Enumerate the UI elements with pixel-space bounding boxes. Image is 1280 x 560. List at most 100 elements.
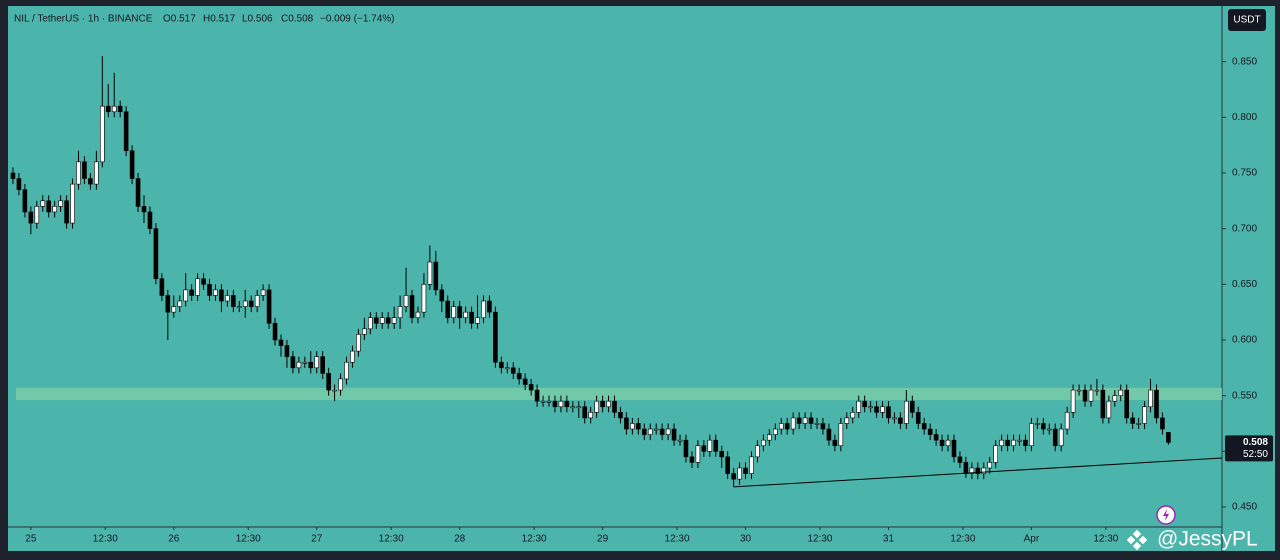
candle bbox=[1011, 434, 1016, 452]
candle bbox=[308, 351, 314, 374]
candle bbox=[683, 434, 689, 463]
candle bbox=[588, 406, 593, 424]
candle-body bbox=[40, 200, 46, 207]
candle-body bbox=[1118, 389, 1124, 396]
candle bbox=[487, 295, 492, 318]
candle bbox=[242, 289, 248, 318]
candle bbox=[105, 83, 111, 118]
candle bbox=[1023, 434, 1028, 452]
candle-body bbox=[111, 105, 117, 113]
candle bbox=[344, 356, 349, 385]
candle bbox=[1052, 423, 1058, 452]
candle bbox=[528, 378, 534, 396]
candle-body bbox=[409, 295, 415, 319]
candle-body bbox=[439, 289, 445, 302]
candle bbox=[1064, 406, 1070, 435]
candle-body bbox=[129, 150, 135, 179]
candle bbox=[630, 417, 635, 435]
candle-body bbox=[219, 289, 224, 302]
candle bbox=[362, 317, 367, 340]
candle-body bbox=[1076, 389, 1082, 392]
candle bbox=[207, 278, 212, 302]
candle-body bbox=[719, 450, 725, 458]
candle bbox=[219, 284, 224, 313]
candle bbox=[1035, 417, 1040, 430]
candle-body bbox=[344, 361, 349, 380]
candle-body bbox=[582, 406, 588, 419]
candle bbox=[737, 462, 742, 485]
candle bbox=[183, 273, 188, 307]
candle bbox=[987, 456, 993, 474]
candle bbox=[451, 301, 457, 324]
candle-body bbox=[52, 206, 57, 213]
candle bbox=[111, 72, 117, 118]
watermark: @JessyPL bbox=[1157, 528, 1258, 551]
candle bbox=[868, 401, 873, 413]
candle bbox=[469, 306, 474, 329]
candle-body bbox=[612, 400, 617, 413]
candle-body bbox=[266, 289, 272, 324]
ohlc-high: H0.517 bbox=[203, 14, 236, 25]
candle-body bbox=[123, 111, 129, 152]
candle bbox=[46, 195, 52, 218]
candle bbox=[332, 384, 337, 402]
candle-body bbox=[28, 211, 34, 224]
candle-body bbox=[290, 356, 296, 369]
candle-body bbox=[433, 261, 439, 291]
candle bbox=[653, 423, 659, 435]
candle bbox=[731, 467, 736, 487]
candle bbox=[624, 412, 629, 435]
candle-body bbox=[540, 400, 546, 403]
candle bbox=[540, 395, 546, 407]
candle-body bbox=[850, 412, 856, 419]
candle bbox=[82, 156, 87, 185]
candle-body bbox=[790, 417, 796, 430]
candle bbox=[1082, 384, 1088, 407]
candle bbox=[100, 56, 105, 168]
candle bbox=[1076, 384, 1082, 396]
x-tick-label: 12:30 bbox=[807, 534, 832, 545]
candle-body bbox=[516, 373, 522, 380]
candle bbox=[94, 150, 99, 190]
candle bbox=[1166, 432, 1171, 445]
candle-body bbox=[260, 289, 266, 296]
candle bbox=[695, 440, 701, 468]
candle-body bbox=[34, 206, 40, 224]
candle-body bbox=[105, 105, 111, 113]
candle-body bbox=[1166, 432, 1171, 443]
candle-body bbox=[22, 189, 28, 213]
candle-body bbox=[183, 289, 188, 302]
candle bbox=[516, 367, 522, 385]
candle bbox=[558, 395, 564, 413]
candle-body bbox=[987, 462, 993, 469]
candle-body bbox=[570, 406, 576, 409]
candle-body bbox=[457, 306, 462, 319]
candle-body bbox=[1112, 395, 1118, 402]
candle-body bbox=[862, 400, 867, 408]
candle bbox=[391, 306, 397, 329]
candle bbox=[1094, 378, 1100, 396]
candle bbox=[1130, 412, 1135, 430]
candle bbox=[505, 362, 510, 374]
candle bbox=[385, 312, 391, 329]
candle-body bbox=[493, 311, 498, 363]
candle bbox=[368, 312, 373, 335]
candle bbox=[427, 245, 433, 290]
candle-body bbox=[201, 278, 206, 285]
candle-body bbox=[534, 389, 540, 402]
candle-body bbox=[522, 378, 528, 385]
candle bbox=[677, 434, 683, 446]
candle bbox=[921, 417, 927, 435]
candle bbox=[1046, 423, 1052, 435]
candle bbox=[725, 451, 730, 480]
candle bbox=[421, 273, 427, 318]
candle bbox=[356, 328, 361, 357]
currency-label[interactable]: USDT bbox=[1233, 15, 1260, 26]
candle-body bbox=[814, 423, 820, 425]
candle bbox=[981, 462, 987, 480]
candle-body bbox=[808, 417, 814, 424]
currency-button[interactable] bbox=[1228, 9, 1266, 31]
candle bbox=[999, 434, 1004, 452]
candle bbox=[314, 351, 320, 374]
